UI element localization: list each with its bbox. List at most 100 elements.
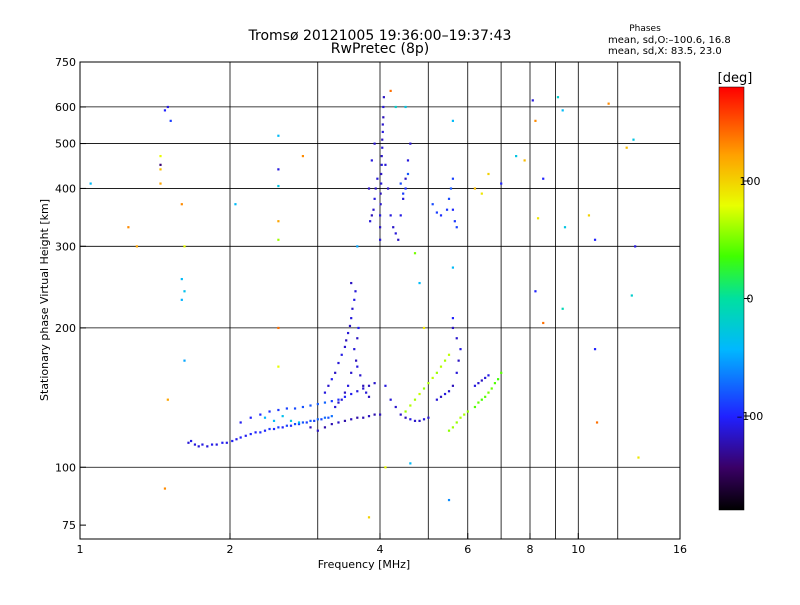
data-point [404,416,407,419]
data-point [431,203,434,206]
data-point [373,382,376,385]
data-point [379,203,382,206]
data-point [348,324,352,328]
data-point [225,441,228,444]
data-point [159,154,162,158]
data-point [367,395,371,398]
data-point [206,445,209,448]
data-point [593,238,597,241]
data-point [316,418,319,421]
data-point [259,413,262,416]
data-point [180,203,183,206]
data-point [531,99,534,102]
data-point [334,405,337,409]
data-point [484,395,487,398]
data-point [630,294,633,297]
data-point [409,418,412,421]
data-point [272,427,276,431]
data-point [447,197,451,200]
data-point [379,192,382,195]
data-point [409,142,412,145]
data-point [356,245,359,248]
colorbar-tick-label: 0 [747,293,754,306]
data-point [169,119,172,122]
data-point [354,359,358,362]
data-point [337,361,340,365]
data-point [451,384,455,387]
data-point [159,168,162,171]
data-point [277,326,280,330]
data-point [382,105,385,109]
data-point [409,404,412,407]
data-point [350,392,353,396]
data-point [249,416,252,419]
data-point [285,424,288,427]
data-point [362,387,365,390]
data-point [487,391,490,394]
data-point [453,220,456,223]
y-tick-label: 200 [55,322,76,335]
data-point [593,348,597,351]
data-point [451,177,455,180]
phase-stats-heading: Phases [629,24,661,34]
data-point [380,154,383,158]
data-point [351,307,354,310]
data-point [263,416,267,419]
data-point [399,182,402,185]
data-point [477,401,480,404]
data-point [561,307,564,310]
data-point [490,387,493,390]
data-point [323,401,327,404]
data-point [389,89,392,92]
data-point [404,105,407,109]
data-point [381,138,384,141]
data-point [337,421,340,424]
data-point [484,376,487,380]
data-point [515,154,518,158]
data-point [350,371,353,374]
data-point [431,376,434,380]
data-point [449,187,453,190]
data-point [379,226,382,229]
data-point [443,392,447,396]
x-axis-label: Frequency [MHz] [318,558,410,571]
data-point [367,187,371,190]
data-point [210,443,214,446]
y-tick-labels: 75 100 200 300 400 500 600 750 [55,56,86,532]
data-point [231,439,234,443]
data-point [376,177,379,180]
data-point [309,404,312,407]
data-point [268,410,271,413]
data-point [477,382,480,385]
data-point [384,466,387,469]
data-point [346,384,350,387]
data-point [445,208,449,211]
data-point [413,398,417,401]
data-point [263,429,267,432]
data-point [337,401,340,404]
data-point [384,384,387,387]
data-point [418,419,421,422]
data-point [451,208,455,211]
data-point [346,331,350,335]
data-point [632,138,635,141]
y-tick-label: 750 [55,56,76,69]
data-point [340,353,343,356]
data-point [373,413,376,416]
data-point [281,426,284,429]
data-point [473,405,477,409]
data-point [451,317,455,320]
data-point [343,395,347,398]
data-point [394,405,397,409]
y-tick-label: 300 [55,240,76,253]
data-point [334,371,337,374]
x-tick-label: 8 [527,543,534,556]
data-point [327,416,330,419]
data-point [281,415,284,418]
data-point [193,443,197,446]
data-point [542,321,545,325]
data-point [313,419,316,422]
data-point [500,371,503,374]
data-point [277,168,280,171]
data-point [323,426,327,429]
